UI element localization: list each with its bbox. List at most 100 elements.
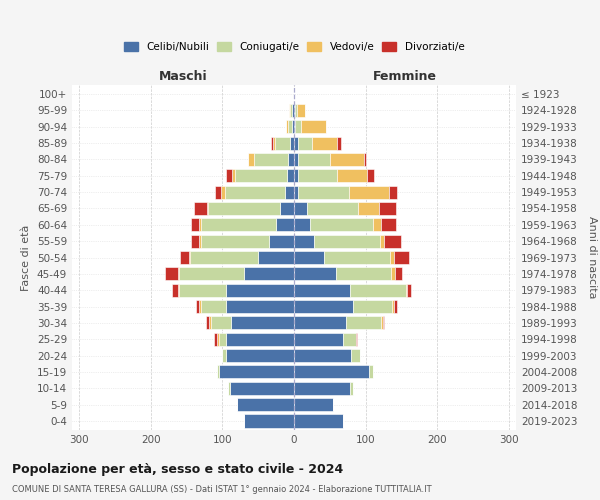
Bar [367,169,374,182]
Bar [206,316,209,330]
Bar [194,202,206,215]
Bar [191,218,199,232]
Bar [294,202,307,215]
Bar [189,251,190,264]
Bar [298,169,337,182]
Bar [312,136,337,149]
Text: Femmine: Femmine [373,70,437,82]
Bar [224,186,286,198]
Bar [201,218,276,232]
Y-axis label: Fasce di età: Fasce di età [22,224,31,290]
Bar [294,268,335,280]
Bar [294,169,298,182]
Bar [290,136,294,149]
Bar [290,104,292,117]
Bar [254,153,288,166]
Bar [179,268,244,280]
Bar [379,202,397,215]
Y-axis label: Anni di nascita: Anni di nascita [587,216,597,298]
Bar [244,414,294,428]
Bar [373,218,382,232]
Bar [295,104,297,117]
Bar [294,251,324,264]
Bar [297,104,305,117]
Bar [201,300,226,313]
Bar [392,300,394,313]
Bar [298,136,312,149]
Bar [235,169,287,182]
Bar [294,234,314,248]
Bar [287,169,294,182]
Bar [226,300,294,313]
Bar [294,332,343,346]
Bar [292,120,294,133]
Bar [369,366,373,378]
Bar [407,284,411,296]
Bar [211,316,231,330]
Bar [343,332,356,346]
Bar [199,234,201,248]
Bar [314,234,380,248]
Bar [286,120,288,133]
Bar [226,169,232,182]
Text: Maschi: Maschi [158,70,208,82]
Bar [217,366,219,378]
Bar [337,169,367,182]
Bar [286,186,294,198]
Bar [206,202,208,215]
Bar [335,268,391,280]
Bar [349,186,389,198]
Bar [280,202,294,215]
Bar [324,251,390,264]
Bar [294,218,310,232]
Bar [190,251,258,264]
Bar [294,382,350,395]
Bar [269,234,294,248]
Legend: Celibi/Nubili, Coniugati/e, Vedovi/e, Divorziati/e: Celibi/Nubili, Coniugati/e, Vedovi/e, Di… [124,42,464,52]
Bar [165,268,178,280]
Bar [383,316,384,330]
Bar [191,234,199,248]
Bar [358,202,379,215]
Bar [178,268,179,280]
Bar [382,316,383,330]
Bar [232,169,235,182]
Bar [294,104,295,117]
Bar [294,398,334,411]
Text: COMUNE DI SANTA TERESA GALLURA (SS) - Dati ISTAT 1° gennaio 2024 - Elaborazione : COMUNE DI SANTA TERESA GALLURA (SS) - Da… [12,485,431,494]
Bar [275,136,290,149]
Bar [226,349,294,362]
Bar [346,316,382,330]
Bar [390,251,394,264]
Bar [350,382,353,395]
Bar [226,284,294,296]
Bar [258,251,294,264]
Bar [215,186,221,198]
Bar [294,153,298,166]
Bar [230,382,294,395]
Bar [353,300,392,313]
Bar [330,153,364,166]
Bar [294,316,346,330]
Bar [272,136,275,149]
Bar [307,202,358,215]
Bar [248,153,254,166]
Bar [288,120,292,133]
Bar [199,300,201,313]
Bar [288,153,294,166]
Bar [217,332,219,346]
Bar [294,349,351,362]
Bar [394,300,397,313]
Text: Popolazione per età, sesso e stato civile - 2024: Popolazione per età, sesso e stato civil… [12,462,343,475]
Bar [231,316,294,330]
Bar [394,251,409,264]
Bar [356,332,357,346]
Bar [389,186,397,198]
Bar [294,284,350,296]
Bar [219,366,294,378]
Bar [196,300,199,313]
Bar [292,104,294,117]
Bar [244,268,294,280]
Bar [295,120,301,133]
Bar [226,332,294,346]
